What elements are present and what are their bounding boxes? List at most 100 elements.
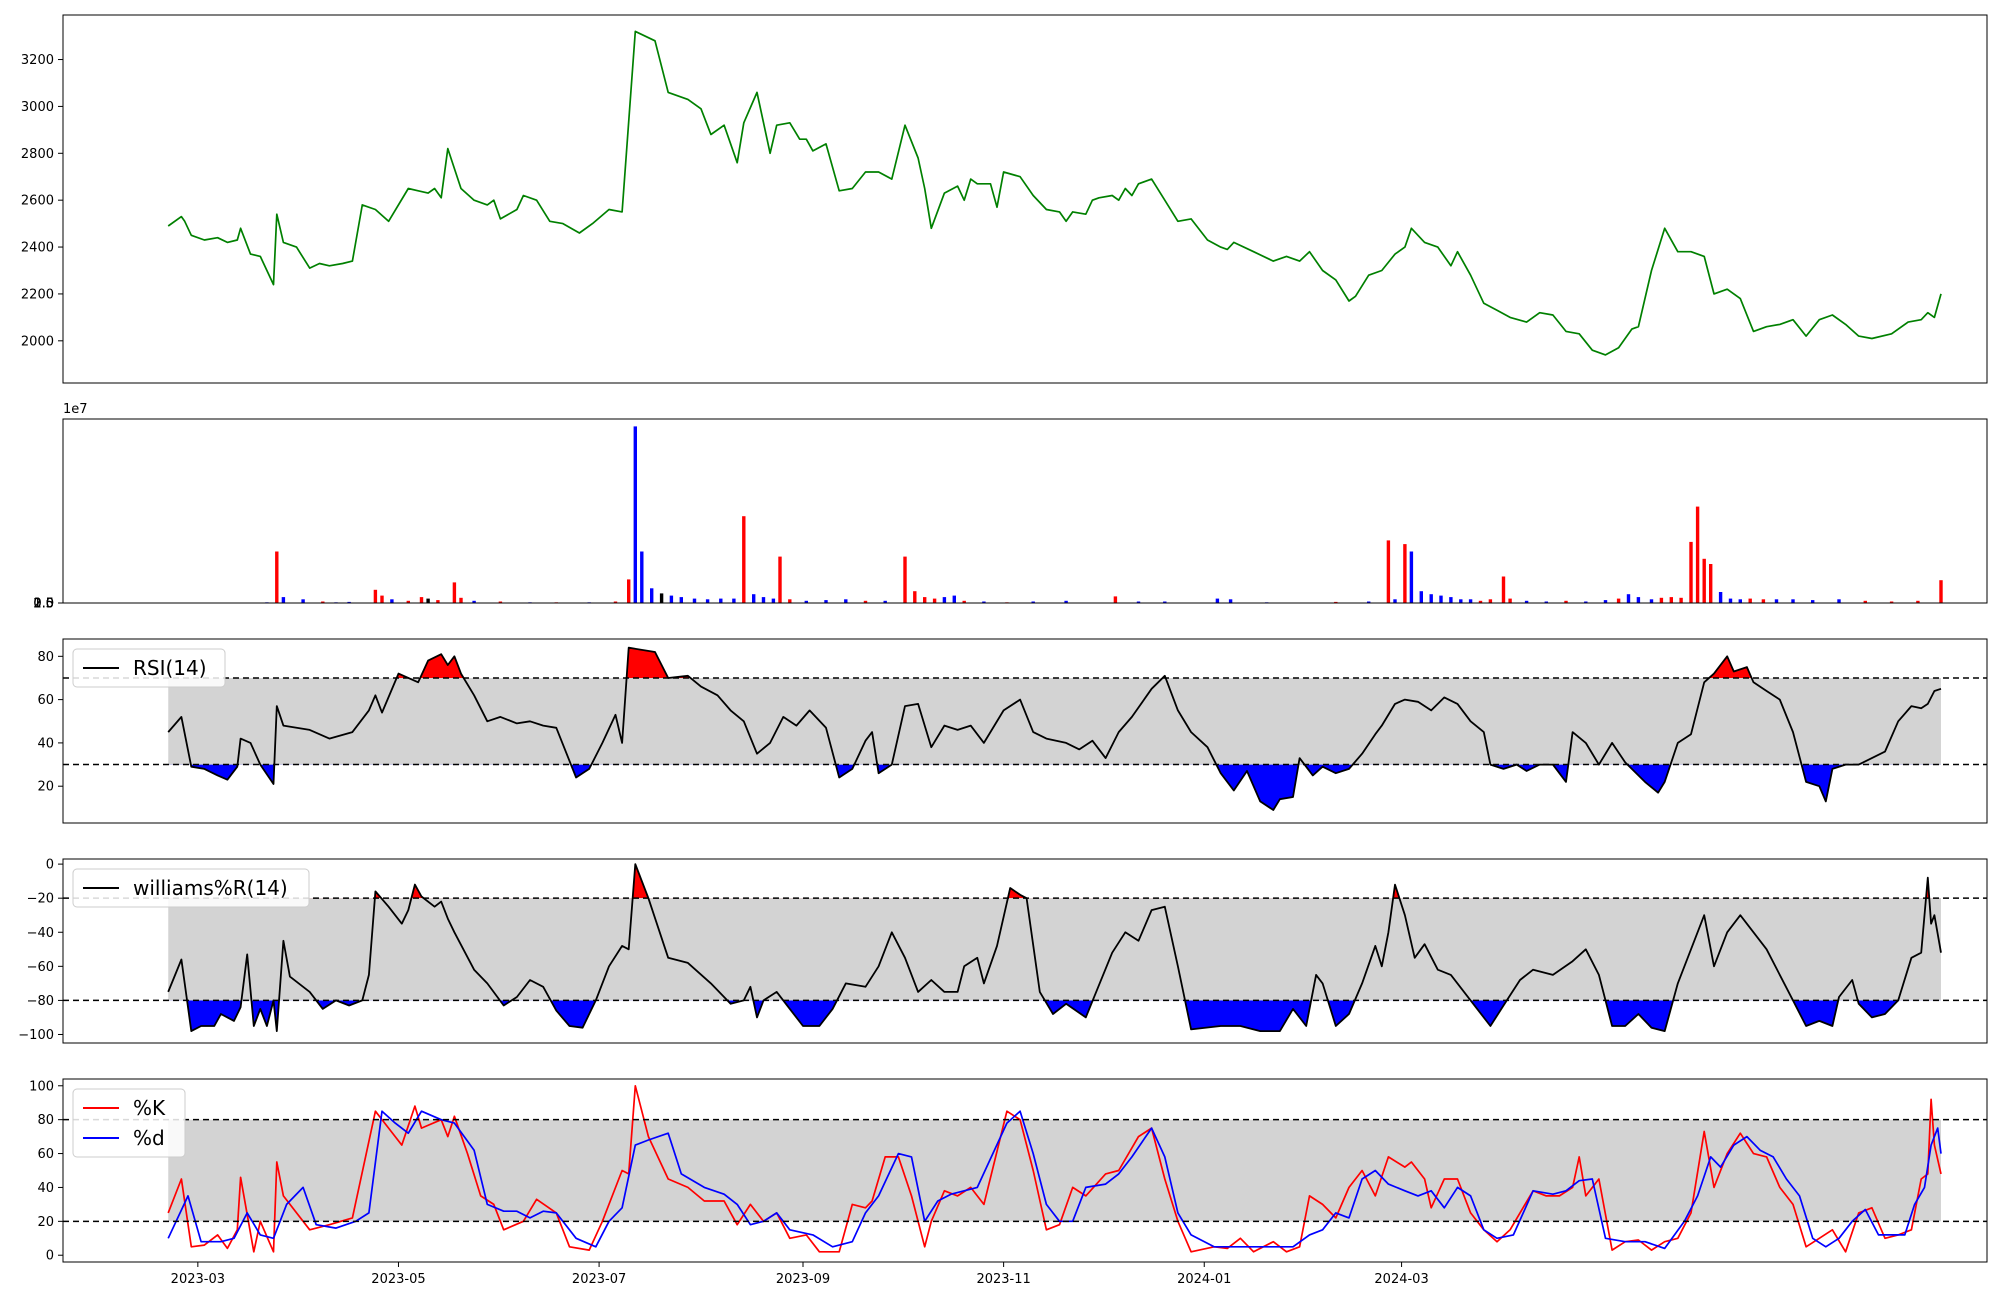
volume-bar — [275, 551, 279, 603]
volume-bar — [613, 601, 618, 603]
volume-bar — [903, 556, 907, 603]
volume-bar — [1863, 600, 1867, 603]
y-tick-label: 40 — [37, 1181, 54, 1196]
y-tick-label: 100 — [29, 1079, 54, 1094]
panel-frame — [62, 638, 1988, 824]
volume-bar — [347, 601, 351, 603]
volume-offset-label: 1e7 — [63, 402, 88, 417]
y-tick-label: 2200 — [21, 287, 54, 302]
volume-bar — [1478, 600, 1483, 603]
y-tick-label: 2400 — [21, 241, 54, 256]
volume-bar — [1386, 540, 1391, 603]
volume-bar — [732, 598, 736, 603]
volume-bar — [452, 582, 457, 603]
volume-bar — [771, 598, 776, 603]
volume-bar — [1544, 601, 1548, 603]
panel-background — [63, 15, 1987, 383]
x-tick-label: 2023-03 — [171, 1272, 225, 1287]
volume-bar — [406, 600, 410, 603]
volume-bar — [705, 599, 710, 603]
volume-bar — [1584, 601, 1588, 603]
volume-bar — [659, 593, 664, 603]
volume-bar — [1649, 599, 1654, 603]
volume-bar — [1449, 597, 1453, 603]
volume-bar — [788, 599, 792, 603]
y-tick-label: 3000 — [21, 100, 54, 115]
panel-background — [63, 419, 1987, 603]
y-tick-label: 2600 — [21, 194, 54, 209]
volume-bar — [1939, 580, 1943, 603]
volume-bar — [1702, 558, 1706, 603]
legend-label: %d — [133, 1126, 165, 1150]
panel-price: 2000 2200 2400 2600 2800 3000 3200 — [21, 14, 1988, 384]
legend-box — [72, 868, 310, 908]
y-tick-label: −40 — [27, 926, 54, 941]
volume-bar — [498, 601, 503, 603]
volume-bar — [778, 556, 782, 603]
y-tick-label: 1.0 — [33, 597, 54, 612]
legend-box — [72, 648, 226, 688]
volume-bar — [373, 589, 378, 603]
volume-bar — [1215, 598, 1220, 603]
volume-bar — [633, 426, 637, 603]
threshold-band — [168, 1119, 1941, 1222]
legend: %K %d — [72, 1088, 186, 1158]
panel-volume: 1e7 0.00.51.01.52.02.5 — [33, 402, 1988, 612]
y-tick-label: 2.5 — [33, 597, 54, 612]
y-tick-label: 2.0 — [33, 597, 54, 612]
y-tick-label: 2000 — [21, 334, 54, 349]
volume-bar — [962, 600, 966, 603]
volume-bar — [650, 588, 654, 603]
x-tick-label: 2023-05 — [371, 1272, 425, 1287]
y-tick-label: 60 — [37, 1147, 54, 1162]
volume-bar — [1564, 600, 1568, 603]
x-tick-label: 2024-03 — [1374, 1272, 1428, 1287]
volume-bar — [824, 600, 828, 603]
panel-williams: 0 −20 −40 −60 −80 −100 williams%R(14) — [18, 858, 1988, 1044]
volume-bar — [281, 597, 286, 603]
volume-bar — [627, 579, 631, 603]
legend-label: %K — [133, 1096, 166, 1120]
volume-bar — [390, 599, 394, 603]
volume-bar — [1419, 591, 1423, 603]
x-tick-label: 2023-11 — [976, 1272, 1030, 1287]
panel-stochastic: 0 20 40 60 80 100 %K %d — [29, 1078, 1988, 1264]
y-tick-label: 80 — [37, 650, 54, 665]
volume-bar — [1429, 594, 1433, 603]
legend-label: RSI(14) — [133, 656, 207, 680]
volume-bar — [1409, 551, 1414, 603]
volume-bar — [1459, 599, 1463, 603]
volume-bar — [952, 595, 956, 603]
volume-bar — [923, 597, 927, 603]
volume-bar — [1689, 541, 1693, 603]
volume-bar — [1163, 601, 1167, 603]
volume-bar — [752, 594, 756, 603]
y-tick-label: 60 — [37, 693, 54, 708]
volume-bar — [436, 600, 440, 603]
volume-bar — [1393, 599, 1397, 603]
y-tick-label: 20 — [37, 780, 54, 795]
y-tick-label: −60 — [27, 960, 54, 975]
y-tick-label: 1.5 — [33, 597, 54, 612]
volume-bar — [1439, 595, 1443, 603]
volume-bar — [679, 597, 683, 603]
volume-bar — [719, 598, 723, 603]
volume-bar — [1616, 598, 1621, 603]
volume-bar — [1403, 544, 1407, 603]
volume-bar — [1031, 601, 1035, 603]
y-tick-label: −20 — [27, 892, 54, 907]
legend-box — [72, 1088, 186, 1158]
volume-bar — [1228, 599, 1233, 603]
volume-bar — [426, 598, 430, 603]
panel-frame — [62, 418, 1988, 604]
volume-bar — [1728, 598, 1733, 603]
legend-label: williams%R(14) — [133, 876, 288, 900]
volume-bar — [1709, 564, 1713, 603]
y-tick-label: 0 — [46, 858, 54, 873]
volume-bar — [669, 595, 674, 603]
volume-bar — [1524, 600, 1529, 603]
volume-bar — [1659, 597, 1664, 603]
volume-bar — [761, 597, 766, 603]
volume-bar — [459, 597, 463, 603]
